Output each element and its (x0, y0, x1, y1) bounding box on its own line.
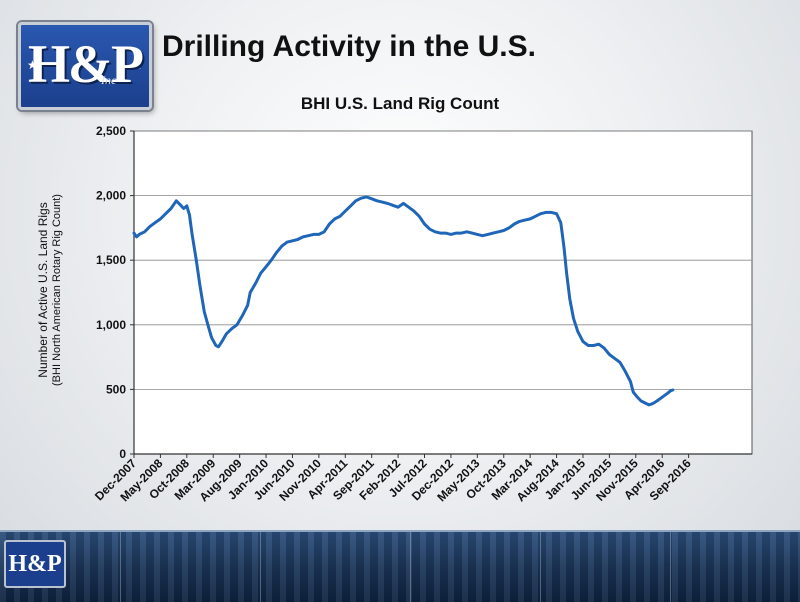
logo-text: H&P (28, 34, 144, 94)
plot-area (133, 130, 753, 455)
logo-subtext: Inc (101, 73, 117, 87)
company-logo: ★ ★ H&P Inc (18, 22, 152, 110)
footer-photo (120, 532, 261, 602)
chart-title: BHI U.S. Land Rig Count (300, 94, 500, 113)
y-tick-label: 2,000 (96, 189, 126, 203)
rig-count-line (132, 195, 675, 407)
y-tick-label: 0 (119, 447, 126, 461)
slide-title: Drilling Activity in the U.S. (162, 30, 536, 63)
star-icon: ★ (132, 58, 143, 72)
y-tick-label: 2,500 (96, 124, 126, 138)
footer-photo (670, 532, 800, 602)
star-icon: ★ (27, 58, 38, 72)
footer-banner: H&P (0, 530, 800, 602)
footer-logo: H&P (4, 540, 66, 588)
rig-count-chart: 05001,0001,5002,0002,500Dec-2007May-2008… (92, 124, 753, 504)
footer-photo (410, 532, 541, 602)
footer-photo (260, 532, 411, 602)
footer-photo (540, 532, 671, 602)
y-tick-label: 1,000 (96, 318, 126, 332)
y-tick-label: 500 (106, 382, 126, 396)
y-tick-label: 1,500 (96, 253, 126, 267)
